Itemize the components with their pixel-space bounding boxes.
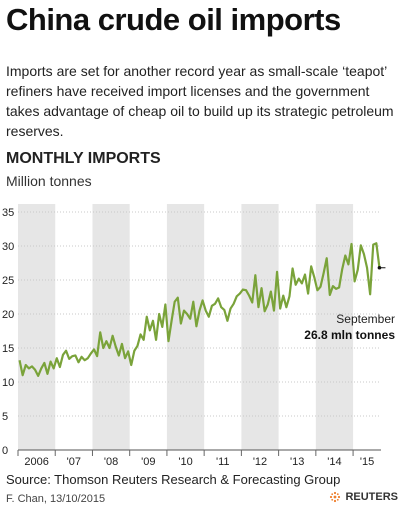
x-tick-label: '15 [360, 456, 374, 468]
y-axis-units: Million tonnes [6, 173, 92, 189]
reuters-logo-icon [330, 491, 341, 503]
y-tick-label: 35 [2, 207, 14, 219]
annotation-layer: September 26.8 mln tonnes [304, 265, 395, 342]
x-tick-label: '13 [290, 456, 304, 468]
brand-label: REUTERS [345, 491, 398, 503]
x-tick-label: '08 [104, 456, 118, 468]
annotation-value: 26.8 mln tonnes [304, 328, 395, 342]
x-tick-label: 2006 [24, 456, 48, 468]
x-tick-labels: 2006 '07 '08 '09 '10 '11 '12 '13 '14 '15 [17, 450, 374, 468]
x-tick-label: '09 [141, 456, 155, 468]
y-tick-label: 15 [2, 343, 14, 355]
x-tick-label: '14 [327, 456, 341, 468]
year-band [315, 204, 354, 450]
y-tick-labels: 0 5 10 15 20 25 30 35 [2, 207, 14, 457]
y-tick-label: 5 [2, 411, 8, 423]
y-tick-label: 25 [2, 275, 14, 287]
annotation-label: September [336, 312, 395, 326]
credit-note: F. Chan, 13/10/2015 [6, 493, 106, 505]
line-chart: 0 5 10 15 20 25 30 35 2006 '07 '08 '09 '10 '11 '12 '13… [2, 204, 395, 468]
y-tick-label: 10 [2, 377, 14, 389]
source-note: Source: Thomson Reuters Research & Forec… [6, 472, 341, 487]
y-tick-label: 20 [2, 309, 14, 321]
year-band [92, 204, 130, 450]
y-tick-label: 30 [2, 241, 14, 253]
year-band [241, 204, 279, 450]
annotation-point [377, 265, 382, 270]
series-layer [18, 242, 381, 377]
x-tick-label: '10 [178, 456, 192, 468]
series-line-imports [18, 242, 381, 377]
reuters-brand: REUTERS [329, 491, 398, 503]
year-band [18, 204, 56, 450]
year-bands [18, 204, 354, 450]
x-tick-label: '12 [253, 456, 267, 468]
chart-subtitle: Imports are set for another record year … [6, 63, 394, 139]
gridlines [18, 211, 381, 451]
year-band [166, 204, 205, 450]
y-tick-label: 0 [2, 445, 8, 457]
chart-title: China crude oil imports [6, 2, 341, 37]
section-heading: MONTHLY IMPORTS [6, 150, 161, 167]
x-tick-label: '07 [67, 456, 81, 468]
x-tick-label: '11 [216, 456, 230, 468]
